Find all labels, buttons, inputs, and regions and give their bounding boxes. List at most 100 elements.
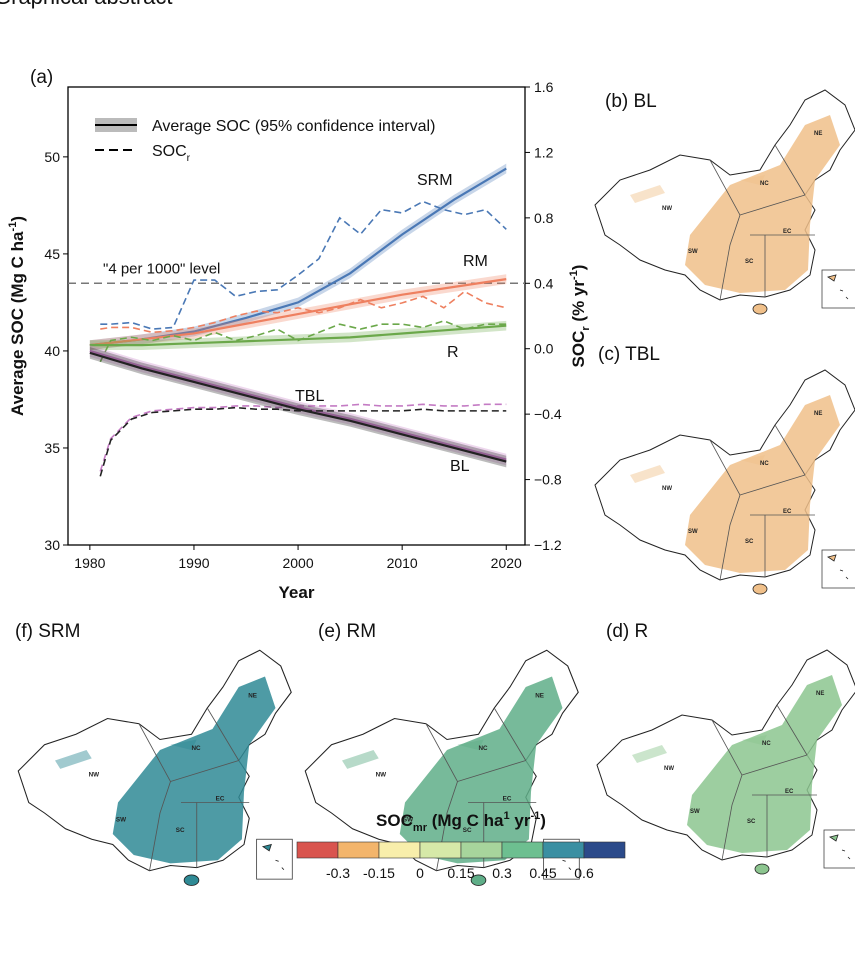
y2-tick-label: −0.8	[534, 472, 562, 488]
y-tick-label: 40	[44, 343, 60, 359]
y-tick-label: 50	[44, 149, 60, 165]
label-part: (% yr	[569, 280, 588, 327]
label-part: )	[8, 216, 27, 222]
x-tick-label: 1980	[74, 555, 105, 571]
region-label: NC	[760, 181, 769, 187]
region-label: EC	[783, 509, 792, 515]
map-label: (d) R	[606, 621, 648, 642]
map-shape	[594, 369, 855, 595]
series-label: RM	[463, 253, 488, 270]
region-label: NW	[89, 771, 100, 778]
avg-soc-line	[89, 278, 507, 347]
label-part: -1	[568, 270, 580, 280]
map-panel: NE NC NW SW SC EC	[304, 649, 580, 886]
label-part: SOC	[376, 811, 413, 830]
y2-tick-label: 0.8	[534, 210, 554, 226]
region-label: NW	[376, 771, 387, 778]
label-part: r	[580, 326, 592, 331]
x-axis-title: Year	[279, 583, 315, 602]
series-label: TBL	[295, 388, 324, 405]
region-label: NC	[760, 461, 769, 467]
label-part: SOC	[569, 331, 588, 368]
label-part: mr	[413, 822, 428, 834]
label-part: Average SOC (Mg C ha	[8, 231, 27, 416]
y2-tick-label: 1.2	[534, 144, 554, 160]
header-title: Graphical abstract	[0, 0, 173, 9]
colorbar-swatch	[296, 841, 339, 859]
colorbar-title: SOCmr (Mg C ha1 yr-1)	[376, 810, 546, 834]
label-part: -1	[7, 222, 19, 232]
series-label: SRM	[417, 172, 453, 189]
x-tick-label: 1990	[178, 555, 209, 571]
label-part: -1	[530, 810, 540, 822]
map-panel: NE NC NW SW SC EC	[594, 369, 855, 595]
region-label: SC	[745, 259, 754, 265]
label-part: yr	[510, 811, 531, 830]
colorbar-tick-label: 0.6	[574, 865, 594, 881]
region-label: SC	[747, 819, 756, 825]
region-label: SW	[116, 816, 126, 823]
map-shape	[594, 89, 855, 315]
map-shape	[596, 649, 855, 875]
colorbar-tick-label: 0	[416, 865, 424, 881]
colorbar-tick-label: -0.3	[326, 865, 350, 881]
y2-tick-label: −1.2	[534, 537, 562, 553]
region-label: NE	[814, 131, 822, 137]
confidence-band	[89, 163, 507, 350]
colorbar-swatch	[542, 841, 585, 859]
map-panel: NE NC NW SW SC EC	[594, 89, 855, 315]
region-label: SW	[690, 809, 700, 815]
region-label: EC	[783, 229, 792, 235]
region-label: EC	[216, 795, 225, 802]
socr-line	[100, 200, 507, 330]
region-label: NW	[662, 206, 672, 212]
region-label: SC	[176, 827, 185, 834]
label-part: SOC	[152, 143, 187, 160]
map-label: (b) BL	[605, 91, 657, 112]
series-label: BL	[450, 458, 470, 475]
colorbar-tick-label: 0.15	[447, 865, 474, 881]
colorbar-swatch	[583, 841, 626, 859]
colorbar-tick-label: -0.15	[363, 865, 395, 881]
map-panel: NE NC NW SW SC EC	[596, 649, 855, 875]
region-label: SC	[745, 539, 754, 545]
region-label: NC	[479, 745, 489, 752]
y-tick-label: 30	[44, 537, 60, 553]
colorbar-swatch	[501, 841, 544, 859]
region-label: SW	[403, 816, 413, 823]
label-part: )	[540, 811, 546, 830]
colorbar-tick-label: 0.45	[529, 865, 556, 881]
plot-frame	[67, 86, 526, 546]
map-panel: NE NC NW SW SC EC	[17, 649, 293, 886]
y2-axis-title: SOCr (% yr-1)	[568, 265, 592, 368]
confidence-band	[89, 274, 507, 350]
y-axis-title: Average SOC (Mg C ha-1)	[7, 216, 27, 416]
y2-tick-label: −0.4	[534, 406, 562, 422]
colorbar-swatch	[419, 841, 462, 859]
socr-line	[100, 290, 507, 334]
y2-tick-label: 0.4	[534, 275, 554, 291]
map-label: (f) SRM	[15, 621, 80, 642]
panel-label: (a)	[30, 67, 53, 88]
colorbar-swatch	[378, 841, 421, 859]
y2-tick-label: 1.6	[534, 79, 554, 95]
avg-soc-line	[89, 349, 507, 461]
x-tick-label: 2010	[387, 555, 418, 571]
region-label: SC	[463, 827, 472, 834]
region-label: NC	[191, 745, 201, 752]
label-part: 1	[504, 810, 510, 822]
colorbar-swatch	[337, 841, 380, 859]
map-label: (c) TBL	[598, 344, 660, 365]
x-tick-label: 2000	[282, 555, 313, 571]
reference-label: "4 per 1000" level	[103, 260, 220, 277]
region-label: SW	[688, 529, 698, 535]
region-label: NW	[662, 486, 672, 492]
region-label: EC	[785, 789, 794, 795]
colorbar-swatch	[460, 841, 503, 859]
series-label: R	[447, 344, 459, 361]
legend-label: Average SOC (95% confidence interval)	[152, 118, 435, 135]
legend-label: SOCr	[152, 143, 191, 164]
label-part: (Mg C ha	[427, 811, 504, 830]
